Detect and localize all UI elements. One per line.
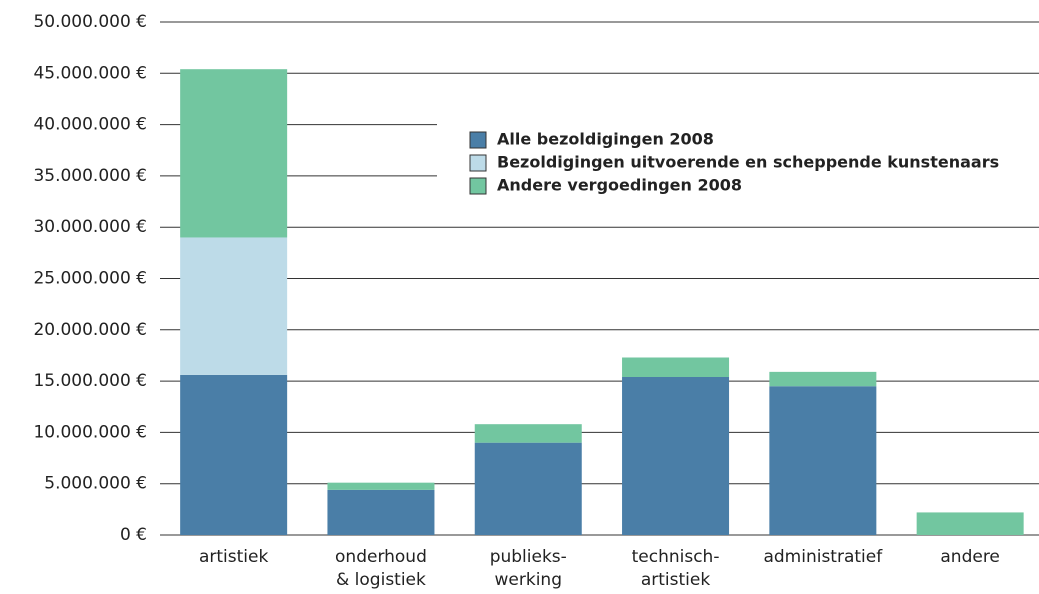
y-tick-label: 45.000.000 € <box>33 63 147 83</box>
legend-label: Bezoldigingen uitvoerende en scheppende … <box>497 153 999 172</box>
x-tick-label: onderhoud & logistiek <box>335 547 427 590</box>
y-tick-label: 5.000.000 € <box>44 474 147 494</box>
legend-label: Andere vergoedingen 2008 <box>497 176 742 195</box>
x-tick-label-line: andere <box>940 547 1000 567</box>
x-tick-label: andere <box>940 547 1000 567</box>
bar-segment <box>769 386 877 535</box>
bar-segment <box>769 371 877 387</box>
legend-swatch <box>469 154 487 172</box>
x-tick-label: artistiek <box>199 547 269 567</box>
bar-segment <box>916 512 1024 535</box>
bar-segment <box>180 374 288 535</box>
legend-label: Alle bezoldigingen 2008 <box>497 130 714 149</box>
x-tick-label-line: artistiek <box>199 547 269 567</box>
legend-swatch <box>469 177 487 195</box>
x-tick-label: publieks-werking <box>490 547 567 590</box>
legend-swatch <box>469 131 487 149</box>
y-tick-label: 50.000.000 € <box>33 12 147 32</box>
bar-segment <box>474 442 582 535</box>
bar-segment <box>622 357 730 377</box>
labels: 0 € 5.000.000 € 10.000.000 € 15.000.000 € 20… <box>33 12 999 590</box>
bars <box>180 69 1024 535</box>
x-tick-label-line: artistiek <box>641 570 711 590</box>
y-tick-label: 20.000.000 € <box>33 320 147 340</box>
grid <box>160 21 1039 536</box>
y-tick-label: 10.000.000 € <box>33 422 147 442</box>
bar-segment <box>474 424 582 443</box>
y-tick-label: 30.000.000 € <box>33 217 147 237</box>
x-tick-label-line: & logistiek <box>336 570 426 590</box>
bar-segment <box>180 237 288 375</box>
x-tick-label-line: technisch- <box>632 547 720 567</box>
x-tick-label-line: onderhoud <box>335 547 427 567</box>
bar-segment <box>180 69 288 238</box>
y-tick-label: 25.000.000 € <box>33 269 147 289</box>
y-tick-label: 0 € <box>120 525 147 545</box>
legend-background <box>437 108 1039 214</box>
bar-segment <box>327 489 435 535</box>
bar-segment <box>622 376 730 535</box>
legend: Alle bezoldigingen 2008 Bezoldigingen uit… <box>437 108 1039 214</box>
y-tick-label: 15.000.000 € <box>33 371 147 391</box>
x-tick-label-line: administratief <box>763 547 883 567</box>
x-tick-label-line: werking <box>495 570 563 590</box>
bar-segment <box>327 482 435 490</box>
y-tick-label: 40.000.000 € <box>33 115 147 135</box>
y-tick-label: 35.000.000 € <box>33 166 147 186</box>
x-tick-label-line: publieks- <box>490 547 567 567</box>
x-tick-label: technisch-artistiek <box>632 547 720 590</box>
x-tick-label: administratief <box>763 547 883 567</box>
